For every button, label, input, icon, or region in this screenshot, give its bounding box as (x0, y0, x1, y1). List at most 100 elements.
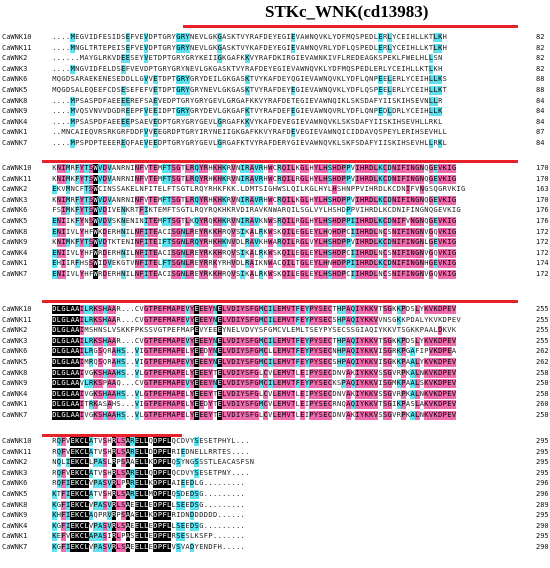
residue-end-number: 258 (536, 368, 549, 377)
alignment-row: CaWNK5 ENIIKFYNSWVDVSKNENINITEMFTSGTLKQYR… (0, 217, 550, 226)
sequence-name: CaWNK3 (2, 468, 28, 477)
residue-end-number: 82 (536, 64, 545, 73)
sequence-residues: KGFIEKCLVPASVRLSAEELLEDPFLVSVADYENDFH...… (52, 543, 245, 552)
sequence-name: CaWNK4 (2, 117, 28, 126)
alignment-row: CaWNK1 ..MNCAIEQVRSRKGRFDDFVVEEGRDPTGRYIR… (0, 128, 550, 138)
alignment-row: CaWNK4 DLGLAAIVGKSHAAHS..VLGTPEFMAPELYEEE… (0, 389, 550, 399)
alignment-row: CaWNK1 DLGLAAITRKASAHS...VIGTPEFMAPELYEED… (0, 400, 550, 410)
sequence-residues: ....MPSPDPTEEEREQFAEVEEDPTGRYGRYGEVLGRGA… (52, 139, 447, 148)
sequence-name: CaWNK9 (2, 379, 28, 388)
sequence-residues: DLGLAAIMRQSQRAHS..VIGTPEFMAPEVYEEEYNELVD… (52, 358, 457, 367)
sequence-residues: KNIMRFYTSWVDVANRNINFVTEMFTSGTLRQYRHKHKRV… (52, 164, 457, 173)
residue-end-number: 84 (536, 96, 545, 105)
sequence-residues: RQFVEKCLATVSHRLSARELLQDPFLQCDVYSESETPNY.… (52, 468, 250, 478)
alignment-row: CaWNK8 ....MPSASPDFAEEEEREFSAEVEDPTGRYGRY… (0, 96, 550, 106)
alignment-row: CaWNK2 ......MAYGLRKVDEESEYVETDPTGRYGRYKE… (0, 54, 550, 64)
residue-end-number: 258 (536, 379, 549, 388)
sequence-residues: DLGLAAITRKASAHS...VIGTPEFMAPELYEEDYTELVD… (52, 400, 457, 410)
sequence-name: CaWNK6 (2, 206, 28, 215)
sequence-name: CaWNK1 (2, 259, 28, 268)
sequence-residues: MQGDSARAEKENESEDDLLGVVETDPTGRYGRYDEILGKG… (52, 75, 447, 85)
domain-bar (42, 160, 518, 163)
alignment-row: CaWNK8 DLGLAAIVGKSHAAHS..VLGTPEFMAPELYEEE… (0, 368, 550, 378)
sequence-residues: ....MPSASPDFAEEEEPSAEVEDPTGRYGRYGEVLGRGA… (52, 117, 443, 127)
sequence-residues: ....MVQSVNVVDGDREEPFVEEIDPTGRYGRYDEVLGKG… (52, 107, 443, 117)
sequence-residues: KHFIEKCLAQPRVRPSAAELLKDPFLRIDNDDDDDD....… (52, 511, 245, 521)
residue-end-number: 176 (536, 206, 549, 215)
sequence-residues: DLGLAAIVGKSHAAHS..VLGTPEFMAPELYEEEYTELVD… (52, 368, 457, 378)
alignment-row: CaWNK2 NQLIEKCLLPASLRPSAAELLKDPFLQSYNGSSS… (0, 458, 550, 468)
sequence-name: CaWNK11 (2, 447, 32, 456)
residue-end-number: 290 (536, 543, 549, 551)
alignment-row: CaWNK2 DLGLAAIMSHNSLVSKKFPKSSVGTPEFMAPEVY… (0, 326, 550, 336)
residue-end-number: 82 (536, 54, 545, 63)
residue-end-number: 84 (536, 107, 545, 116)
residue-end-number: 290 (536, 521, 549, 530)
sequence-residues: ..MNCAIEQVRSRKGRFDDFVVEEGRDPTGRYIRYNEIIG… (52, 128, 447, 138)
alignment-row: CaWNK4 ....MPSASPDFAEEEEPSAEVEDPTGRYGRYGE… (0, 117, 550, 127)
residue-end-number: 295 (536, 437, 549, 445)
sequence-name: CaWNK1 (2, 128, 28, 137)
residue-end-number: 258 (536, 411, 549, 419)
residue-end-number: 170 (536, 164, 549, 172)
sequence-name: CaWNK9 (2, 238, 28, 247)
alignment-row: CaWNK10 DLGLAAILRKSHAAR...CVGTPEFMAPEVYEE… (0, 305, 550, 314)
sequence-residues: ....MPSASPDFAEEEEREFSAEVEDPTGRYGRYGEVLGR… (52, 96, 443, 106)
residue-end-number: 87 (536, 128, 545, 137)
sequence-residues: KTFIEKCLATVSHRLSARELLMDPFLQSDEDSG.......… (52, 490, 245, 499)
alignment-row: CaWNK4 ENIIVLYHFWRDERHNILNFITEACISGNLREYR… (0, 248, 550, 258)
sequence-residues: DLGLAAIVGKSHAAHS..VLGTPEFMAPELYEEEYTELVD… (52, 411, 457, 420)
alignment-row: CaWNK5 MQGDSALEQEEFCDSESEFEFVETDPTGRYGRYN… (0, 86, 550, 95)
sequence-residues: ....MNGLTRTEPEISEFVEVDPTGRYGRYNEVLGKGASK… (52, 43, 447, 53)
domain-title: STKc_WNK(cd13983) (265, 2, 429, 21)
sequence-residues: NQLIEKCLLPASLRPSAAELLKDPFLQSYNGSSSTLEACA… (52, 458, 254, 468)
residue-end-number: 176 (536, 217, 549, 225)
alignment-row: CaWNK9 ....MVQSVNVVDGDREEPFVEEIDPTGRYGRYD… (0, 107, 550, 117)
alignment-row: CaWNK9 KHFIEKCLAQPRVRPSAAELLKDPFLRIDNDDDD… (0, 511, 550, 521)
alignment-row: CaWNK8 KGFIEKCLVPASVRLSAEELLEDPFLLSEEDSG.… (0, 500, 550, 510)
sequence-residues: ....MEGVIDFESIDSEFVEVDPTGRYGRYNEVLGKGASK… (52, 33, 447, 42)
sequence-name: CaWNK8 (2, 227, 28, 236)
alignment-row: CaWNK6 FSIMKFYTSWVDIVENKRTFIKTEMFTSGTLRQY… (0, 206, 550, 216)
residue-end-number: 88 (536, 75, 545, 84)
alignment-row: CaWNK3 KNIMRFYTSWVDVANRNINFVTEMFTSGTLRQYR… (0, 195, 550, 205)
residue-end-number: 88 (536, 86, 545, 94)
residue-end-number: 84 (536, 139, 545, 147)
sequence-name: CaWNK7 (2, 411, 28, 419)
sequence-residues: MQGDSALEQEEFCDSESEFEFVETDPTGRYGRYNEVLGKG… (52, 86, 447, 95)
residue-end-number: 174 (536, 259, 549, 268)
alignment-row: CaWNK3 ....MNGVIDFELDSEFVEVDPTGRYGRYNEVLG… (0, 64, 550, 74)
domain-bar (183, 25, 518, 28)
residue-end-number: 172 (536, 227, 549, 236)
sequence-name: CaWNK3 (2, 195, 28, 204)
residue-end-number: 255 (536, 336, 549, 345)
residue-end-number: 82 (536, 43, 545, 52)
sequence-residues: EKVMNCFTSWCINSSAKELNFITELFTSGTLRQYRHKFKK… (52, 185, 466, 195)
alignment-row: CaWNK5 KTFIEKCLATVSHRLSARELLMDPFLQSDEDSG.… (0, 490, 550, 499)
sequence-name: CaWNK6 (2, 347, 28, 356)
sequence-name: CaWNK10 (2, 33, 32, 41)
sequence-name: CaWNK11 (2, 315, 32, 324)
sequence-name: CaWNK11 (2, 174, 32, 183)
sequence-residues: ENIIVLYHFWRDERHNILNFITEACISGNLREYRKKHRQV… (52, 270, 457, 279)
sequence-name: CaWNK5 (2, 86, 28, 94)
alignment-row: CaWNK1 KEFVEKCLAPASIRLPASELLEDPFLRSESLKSF… (0, 532, 550, 542)
residue-end-number: 289 (536, 500, 549, 509)
sequence-name: CaWNK5 (2, 490, 28, 498)
domain-bar (42, 434, 182, 437)
residue-end-number: 295 (536, 458, 549, 467)
residue-end-number: 262 (536, 358, 549, 366)
sequence-name: CaWNK9 (2, 511, 28, 520)
domain-bar (42, 300, 518, 303)
alignment-row: CaWNK9 DLGLAAVLRKSPAAQ...CVGTPEFMAPEVYEEE… (0, 379, 550, 389)
sequence-residues: FSIMKFYTSWVDIVENKRTFIKTEMFTSGTLRQYRQKHKR… (52, 206, 461, 216)
sequence-residues: ......MAYGLRKVDEESEYVETDPTGRYGRYKEIIGKGA… (52, 54, 443, 64)
alignment-row: CaWNK10 KNIMRFYTSWVDVANRNINFVTEMFTSGTLRQY… (0, 164, 550, 173)
alignment-row: CaWNK11 ....MNGLTRTEPEISEFVEVDPTGRYGRYNEV… (0, 43, 550, 53)
sequence-residues: ENIIVLYHFWRDERHNILNFITEACISGNLREYRKKHRQV… (52, 248, 457, 258)
residue-end-number: 295 (536, 532, 549, 541)
sequence-name: CaWNK6 (2, 479, 28, 488)
sequence-name: CaWNK9 (2, 107, 28, 116)
residue-end-number: 295 (536, 511, 549, 520)
sequence-residues: ENIIKFYNSWVDVSKNENINITEMFTSGTLKQYRQKHKRV… (52, 217, 457, 226)
